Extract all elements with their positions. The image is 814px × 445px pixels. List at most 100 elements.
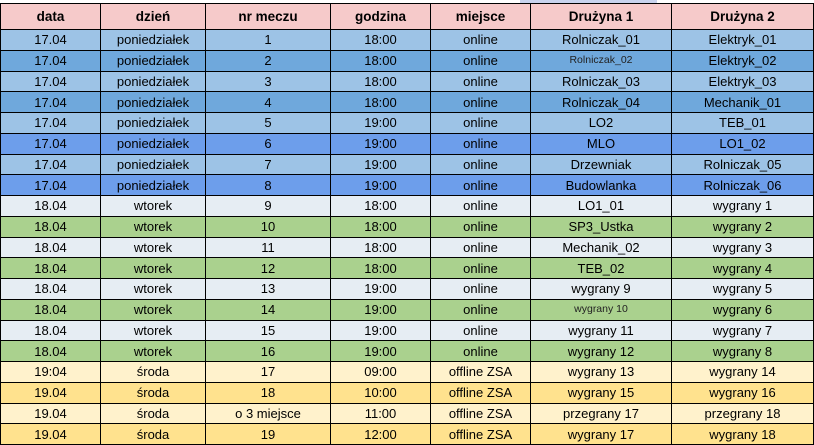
table-cell[interactable]: 19 [206,424,331,445]
table-cell[interactable]: 1 [206,30,331,51]
table-cell[interactable]: 18.04 [1,341,101,362]
table-cell[interactable]: środa [101,382,206,404]
table-cell[interactable]: poniedziałek [101,154,206,176]
table-cell[interactable]: 16 [206,341,331,362]
table-cell[interactable]: 3 [206,71,331,93]
table-cell[interactable]: 8 [206,175,331,196]
table-cell[interactable]: Elektryk_03 [672,71,814,93]
table-cell[interactable]: poniedziałek [101,133,206,155]
table-cell[interactable]: wygrany 1 [672,196,814,217]
table-cell[interactable]: offline ZSA [431,403,531,425]
table-cell[interactable]: Rolniczak_01 [531,30,672,51]
table-cell[interactable]: 18:00 [331,30,431,51]
table-cell[interactable]: online [431,237,531,259]
table-cell[interactable]: wygrany 2 [672,216,814,238]
table-cell[interactable]: Rolniczak_05 [672,154,814,176]
table-cell[interactable]: Drzewniak [531,154,672,176]
table-cell[interactable]: 10 [206,216,331,238]
column-header-nr-meczu[interactable]: nr meczu [206,4,331,30]
table-cell[interactable]: TEB_01 [672,113,814,134]
table-cell[interactable]: 17.04 [1,92,101,113]
table-cell[interactable]: offline ZSA [431,362,531,383]
table-cell[interactable]: wygrany 6 [672,299,814,321]
table-cell[interactable]: poniedziałek [101,92,206,113]
table-cell[interactable]: 17.04 [1,30,101,51]
table-cell[interactable]: wygrany 12 [531,341,672,362]
table-cell[interactable]: online [431,133,531,155]
table-cell[interactable]: LO1_02 [672,133,814,155]
table-cell[interactable]: online [431,279,531,300]
table-cell[interactable]: 19.04 [1,382,101,404]
table-cell[interactable]: przegrany 18 [672,403,814,425]
table-cell[interactable]: 19:04 [1,362,101,383]
table-cell[interactable]: Rolniczak_06 [672,175,814,196]
table-cell[interactable]: LO1_01 [531,196,672,217]
table-cell[interactable]: wygrany 16 [672,382,814,404]
table-cell[interactable]: Elektryk_02 [672,50,814,72]
table-cell[interactable]: 17.04 [1,113,101,134]
column-header-miejsce[interactable]: miejsce [431,4,531,30]
table-cell[interactable]: 19:00 [331,154,431,176]
table-cell[interactable]: online [431,196,531,217]
table-cell[interactable]: wygrany 3 [672,237,814,259]
table-cell[interactable]: 18 [206,382,331,404]
table-cell[interactable]: 18:00 [331,92,431,113]
table-cell[interactable]: wygrany 10 [531,299,672,321]
table-cell[interactable]: Elektryk_01 [672,30,814,51]
table-cell[interactable]: środa [101,403,206,425]
table-cell[interactable]: online [431,341,531,362]
table-cell[interactable]: 19.04 [1,403,101,425]
table-cell[interactable]: wtorek [101,299,206,321]
table-cell[interactable]: online [431,154,531,176]
table-cell[interactable]: wygrany 9 [531,279,672,300]
table-cell[interactable]: 11:00 [331,403,431,425]
table-cell[interactable]: 5 [206,113,331,134]
table-cell[interactable]: 18.04 [1,258,101,279]
table-cell[interactable]: 18:00 [331,50,431,72]
column-header-druzyna2[interactable]: Drużyna 2 [672,4,814,30]
table-cell[interactable]: Budowlanka [531,175,672,196]
table-cell[interactable]: środa [101,362,206,383]
column-header-godzina[interactable]: godzina [331,4,431,30]
table-cell[interactable]: 18:00 [331,237,431,259]
table-cell[interactable]: online [431,92,531,113]
table-cell[interactable]: Rolniczak_03 [531,71,672,93]
table-cell[interactable]: 19:00 [331,133,431,155]
table-cell[interactable]: 18.04 [1,279,101,300]
table-cell[interactable]: MLO [531,133,672,155]
table-cell[interactable]: wygrany 7 [672,320,814,342]
table-cell[interactable]: wtorek [101,320,206,342]
table-cell[interactable]: 09:00 [331,362,431,383]
table-cell[interactable]: przegrany 17 [531,403,672,425]
table-cell[interactable]: poniedziałek [101,113,206,134]
table-cell[interactable]: LO2 [531,113,672,134]
table-cell[interactable]: 19.04 [1,424,101,445]
table-cell[interactable]: wtorek [101,258,206,279]
table-cell[interactable]: 12 [206,258,331,279]
table-cell[interactable]: 18.04 [1,320,101,342]
table-cell[interactable]: 18:00 [331,258,431,279]
table-cell[interactable]: wygrany 15 [531,382,672,404]
column-header-data[interactable]: data [1,4,101,30]
table-cell[interactable]: online [431,175,531,196]
table-cell[interactable]: 19:00 [331,113,431,134]
table-cell[interactable]: online [431,258,531,279]
table-cell[interactable]: wygrany 14 [672,362,814,383]
table-cell[interactable]: 19:00 [331,299,431,321]
table-cell[interactable]: 18.04 [1,196,101,217]
table-cell[interactable]: wtorek [101,341,206,362]
table-cell[interactable]: 14 [206,299,331,321]
table-cell[interactable]: online [431,299,531,321]
table-cell[interactable]: online [431,216,531,238]
table-cell[interactable]: wygrany 17 [531,424,672,445]
table-cell[interactable]: Mechanik_02 [531,237,672,259]
table-cell[interactable]: Rolniczak_02 [531,50,672,72]
table-cell[interactable]: 2 [206,50,331,72]
table-cell[interactable]: 11 [206,237,331,259]
table-cell[interactable]: 19:00 [331,341,431,362]
table-cell[interactable]: 18:00 [331,216,431,238]
table-cell[interactable]: 17.04 [1,154,101,176]
table-cell[interactable]: wygrany 18 [672,424,814,445]
table-cell[interactable]: online [431,71,531,93]
table-cell[interactable]: 18.04 [1,216,101,238]
